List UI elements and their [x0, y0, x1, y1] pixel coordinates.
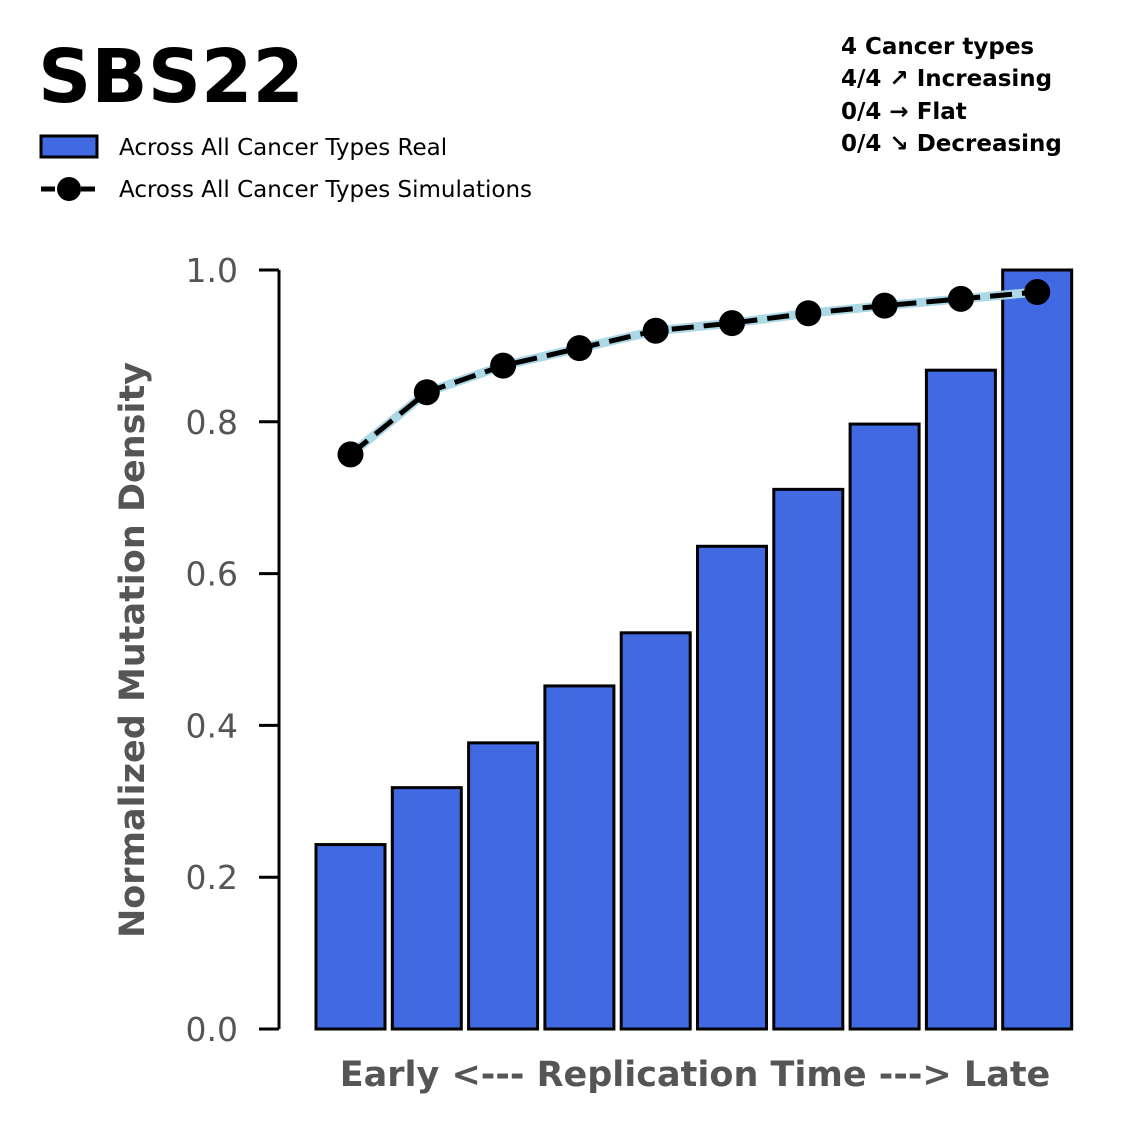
simulation-point-9	[947, 285, 974, 312]
simulation-point-8	[871, 292, 898, 319]
y-tick-label: 0.2	[186, 858, 238, 897]
bar-9	[924, 368, 997, 1031]
simulation-point-7	[795, 300, 822, 327]
bar-1	[314, 843, 387, 1031]
bar-7	[772, 487, 845, 1031]
annotation-decreasing: 0/4 ↘ Decreasing	[841, 131, 1062, 157]
annotation-flat: 0/4 → Flat	[841, 99, 967, 125]
bar-4	[543, 684, 616, 1031]
annotation-cancer-types: 4 Cancer types	[841, 34, 1034, 60]
y-tick-label: 0.4	[186, 706, 238, 745]
y-tick-label: 0.0	[186, 1010, 238, 1049]
x-axis-label: Early <--- Replication Time ---> Late	[340, 1055, 1051, 1095]
simulation-line	[348, 289, 1038, 457]
legend-swatch-real	[39, 134, 99, 159]
legend-label-simulations: Across All Cancer Types Simulations	[119, 177, 532, 203]
legend-marker-simulations	[57, 177, 81, 201]
bar-3	[467, 741, 540, 1031]
simulation-point-6	[719, 310, 745, 337]
simulation-point-10	[1024, 279, 1051, 306]
y-axis-label: Normalized Mutation Density	[113, 362, 153, 938]
bar-8	[848, 422, 921, 1031]
y-tick-label: 1.0	[186, 251, 238, 290]
simulation-point-5	[642, 317, 669, 344]
simulation-point-1	[337, 441, 364, 468]
chart-title: SBS22	[38, 34, 304, 120]
bar-series-real	[314, 268, 1074, 1031]
y-tick-label: 0.8	[186, 403, 238, 442]
bar-10	[1001, 268, 1074, 1031]
legend-label-real: Across All Cancer Types Real	[119, 135, 447, 161]
simulation-point-2	[413, 379, 440, 406]
y-axis-ticks: 0.0 0.2 0.4 0.6 0.8 1.0	[186, 251, 279, 1049]
legend: Across All Cancer Types Real Across All …	[39, 134, 532, 203]
bar-6	[696, 544, 768, 1031]
y-tick-label: 0.6	[186, 555, 238, 594]
bar-2	[390, 786, 463, 1031]
simulation-point-4	[566, 335, 593, 362]
annotation-increasing: 4/4 ↗ Increasing	[841, 66, 1052, 92]
bar-5	[619, 631, 692, 1031]
line-series-simulations	[337, 279, 1051, 468]
simulation-point-3	[490, 352, 517, 379]
summary-annotation: 4 Cancer types 4/4 ↗ Increasing 0/4 → Fl…	[841, 34, 1062, 157]
